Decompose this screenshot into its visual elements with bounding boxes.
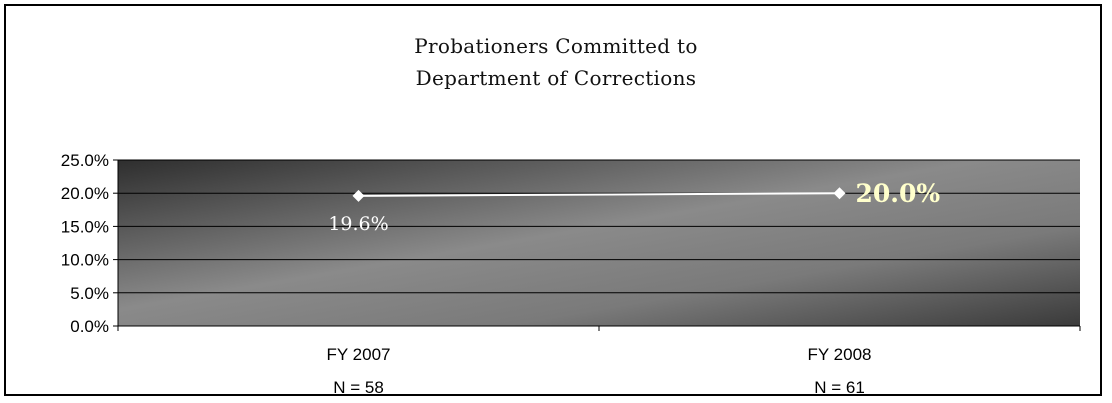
x-category-label: FY 2007: [327, 345, 391, 364]
data-point: [833, 187, 846, 200]
series: [352, 187, 846, 202]
y-tick-label: 5.0%: [70, 284, 109, 303]
axes: 0.0% 5.0% 10.0% 15.0% 20.0% 25.0% FY 2007 N = 5…: [61, 151, 1081, 397]
y-tick-label: 25.0%: [61, 151, 109, 170]
chart-title-line-1: Probationers Committed to: [414, 34, 698, 58]
x-category-sublabel: N = 58: [333, 378, 384, 397]
data-label: 20.0%: [856, 179, 941, 208]
chart-title: Probationers Committed to Department of …: [0, 30, 1112, 94]
chart-title-line-2: Department of Corrections: [415, 66, 697, 90]
x-category-sublabel: N = 61: [814, 378, 865, 397]
plot-area: [118, 160, 1080, 326]
data-point: [352, 189, 365, 202]
y-tick-label: 0.0%: [70, 317, 109, 336]
labels: 19.6% 20.0%: [328, 179, 940, 235]
y-tick-label: 10.0%: [61, 251, 109, 270]
y-tick-label: 15.0%: [61, 217, 109, 236]
series-line: [358, 192, 840, 197]
data-label: 19.6%: [328, 213, 388, 235]
y-tick-label: 20.0%: [61, 184, 109, 203]
x-category-label: FY 2008: [808, 345, 872, 364]
